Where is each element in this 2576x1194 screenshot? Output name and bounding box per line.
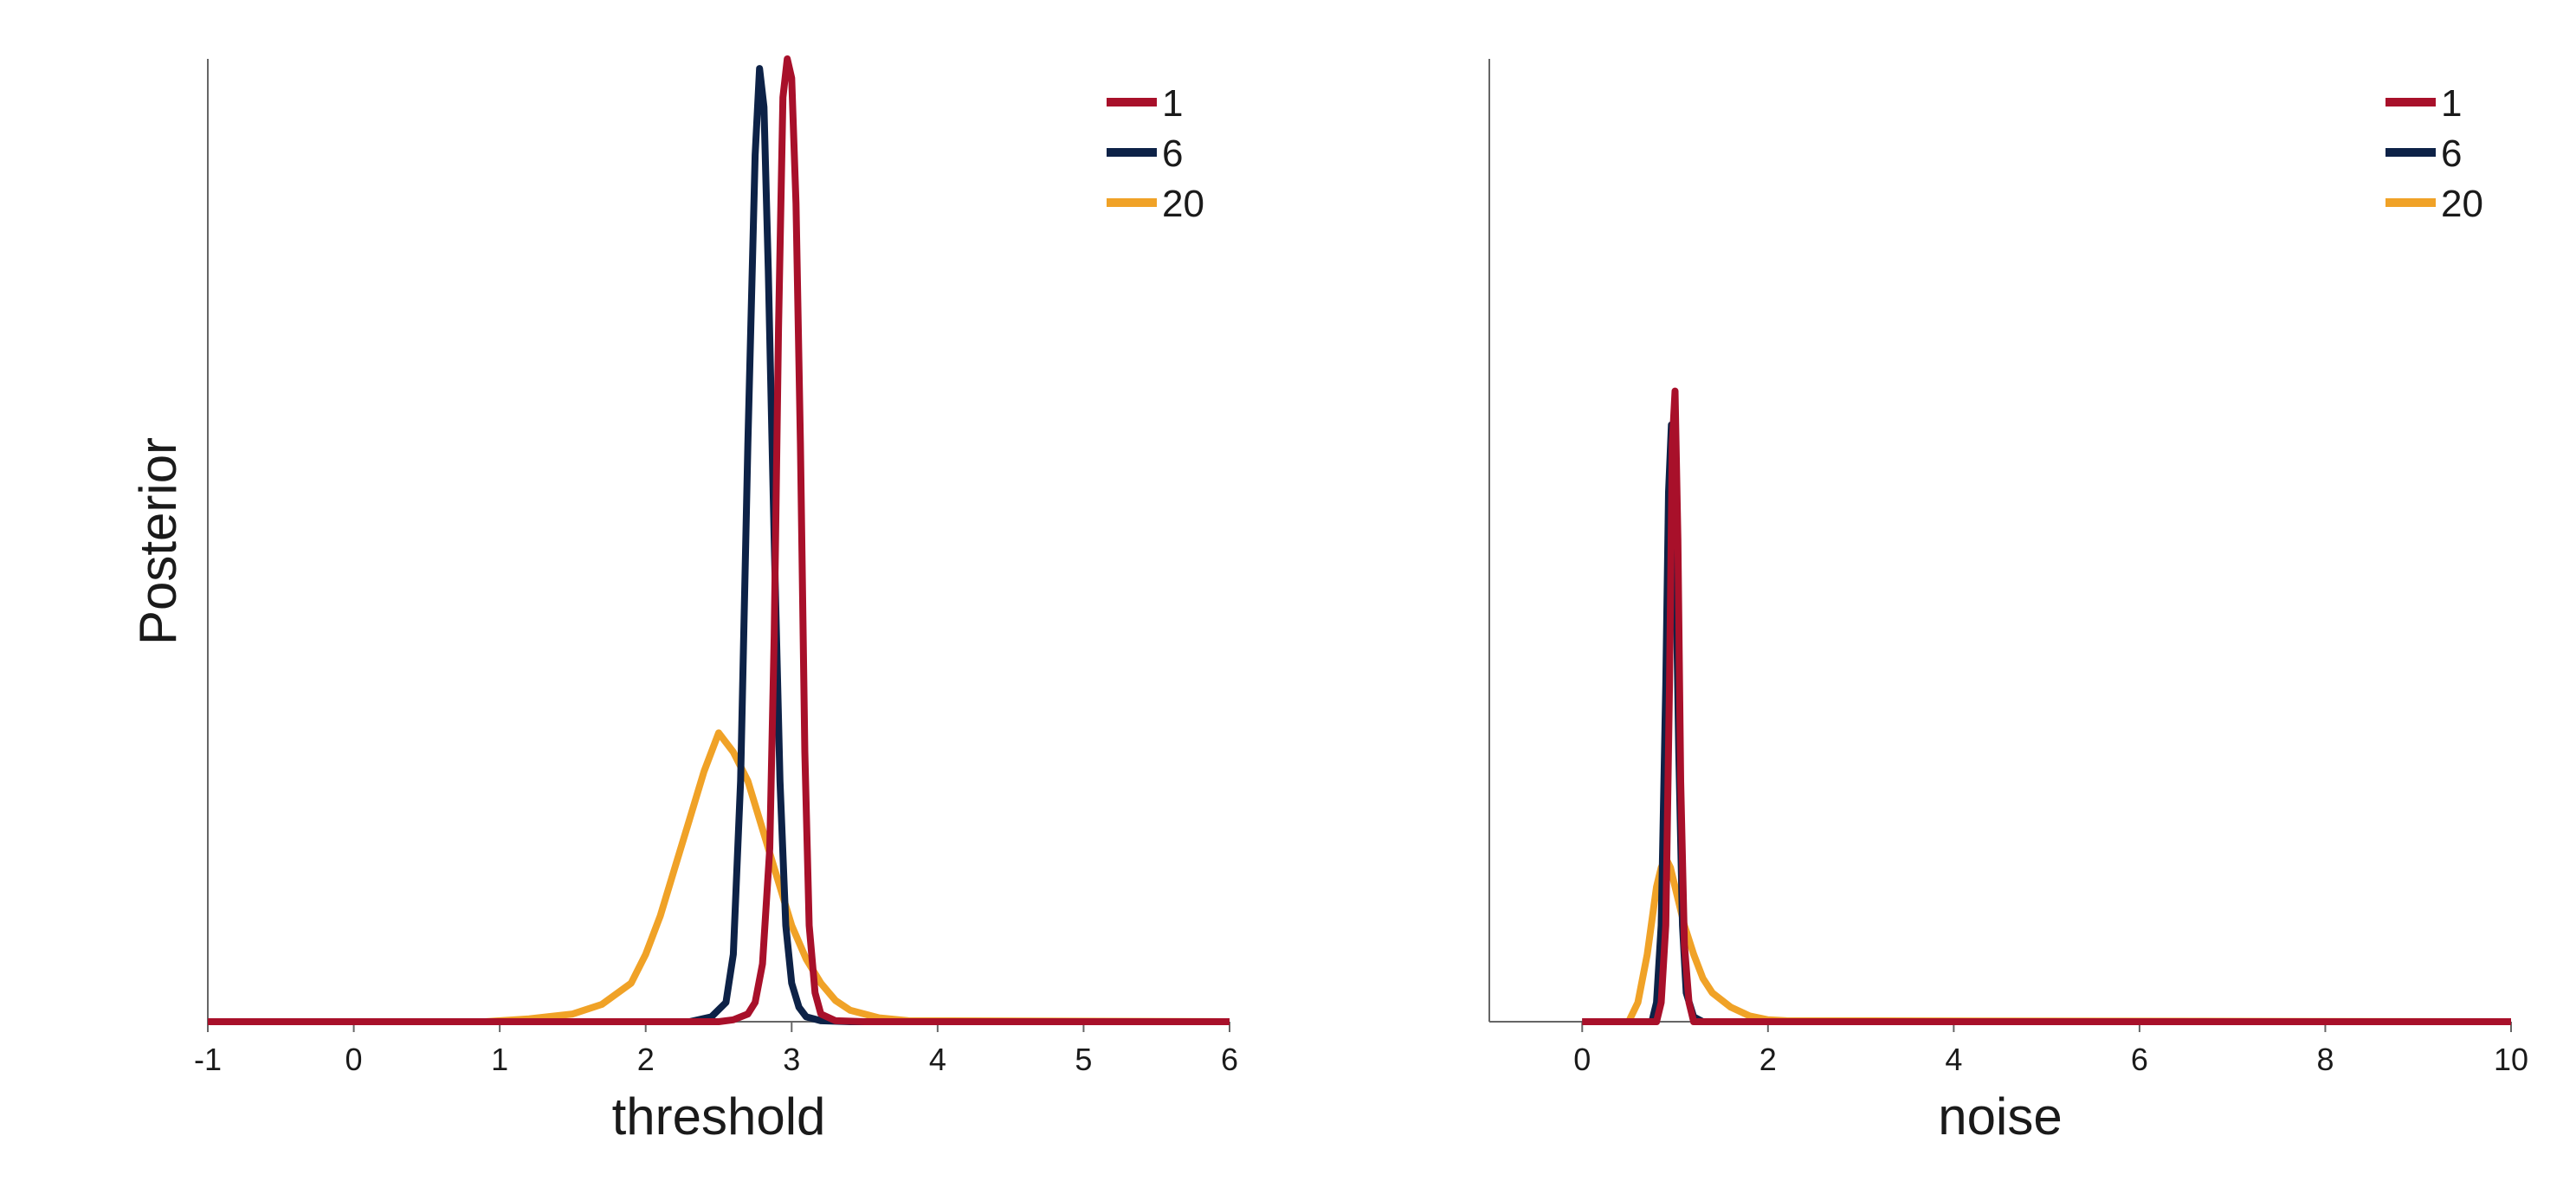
- x-tick-label: 0: [1573, 1042, 1591, 1077]
- x-tick-label: -1: [194, 1042, 222, 1077]
- series-line-1: [208, 55, 1230, 1025]
- legend-label-20: 20: [1162, 183, 1204, 225]
- legend-label-1: 1: [2441, 82, 2462, 125]
- series-line-1: [1582, 387, 2511, 1025]
- legend-label-20: 20: [2441, 183, 2483, 225]
- x-tick-label: 6: [2131, 1042, 2148, 1077]
- legend-label-1: 1: [1162, 82, 1183, 125]
- series-line-20: [208, 729, 1230, 1025]
- x-axis-title: threshold: [612, 1088, 826, 1146]
- x-tick-label: 2: [637, 1042, 655, 1077]
- x-tick-label: 0: [345, 1042, 363, 1077]
- x-tick-label: 2: [1759, 1042, 1777, 1077]
- threshold-panel: -1 0 1 2 3 4 5 6 threshold 1 6 20: [194, 55, 1238, 1146]
- x-axis-title: noise: [1938, 1088, 2062, 1146]
- legend-label-6: 6: [1162, 132, 1183, 175]
- x-tick-label: 10: [2494, 1042, 2528, 1077]
- y-axis-title: Posterior: [129, 437, 187, 645]
- x-tick-label: 1: [491, 1042, 508, 1077]
- series-line-6: [1582, 421, 2511, 1025]
- x-tick-label: 3: [783, 1042, 800, 1077]
- legend-label-6: 6: [2441, 132, 2462, 175]
- noise-panel: 0 2 4 6 8 10 noise 1 6 20: [1488, 59, 2528, 1146]
- x-tick-label: 8: [2316, 1042, 2334, 1077]
- x-tick-label: 5: [1075, 1042, 1092, 1077]
- series-line-20: [1582, 855, 2512, 1025]
- series-line-6: [208, 65, 1230, 1025]
- x-tick-label: 4: [929, 1042, 946, 1077]
- x-tick-label: 4: [1945, 1042, 1962, 1077]
- x-tick-label: 6: [1221, 1042, 1238, 1077]
